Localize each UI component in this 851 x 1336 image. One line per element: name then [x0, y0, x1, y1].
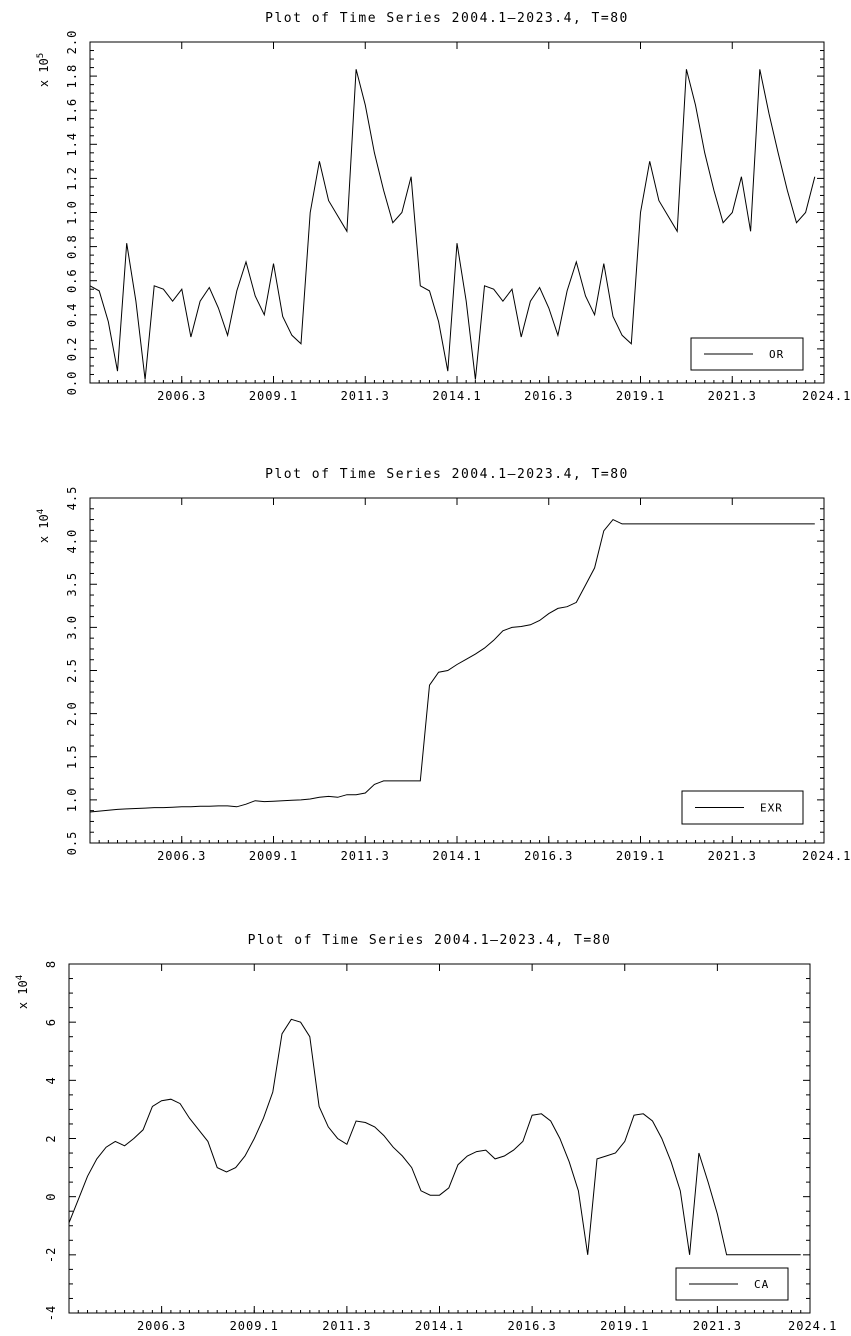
legend: OR: [690, 337, 804, 371]
y-tick-label: -4: [44, 1305, 58, 1321]
x-tick-label: 2021.3: [693, 1319, 742, 1333]
y-tick-label: 0: [44, 1193, 58, 1201]
x-tick-label: 2006.3: [157, 389, 206, 403]
y-tick-label: 2.0: [65, 701, 79, 726]
x-tick-label: 2009.1: [249, 849, 298, 863]
legend-label: EXR: [760, 802, 783, 815]
y-multiplier-base: x 10: [37, 514, 51, 543]
y-multiplier-exponent: 4: [15, 975, 25, 980]
series-line-or: [89, 69, 816, 380]
y-tick-label: 1.0: [65, 200, 79, 225]
x-tick-label: 2011.3: [322, 1319, 371, 1333]
x-tick-label: 2006.3: [137, 1319, 186, 1333]
or-chart-panel: Plot of Time Series 2004.1—2023.4, T=80 0…: [36, 11, 851, 403]
plot-frame: [89, 41, 825, 384]
x-tick-label: 2006.3: [157, 849, 206, 863]
y-multiplier-base: x 10: [16, 980, 30, 1009]
y-tick-label: 4: [44, 1076, 58, 1084]
x-tick-label: 2024.1: [802, 849, 851, 863]
x-tick-label: 2009.1: [249, 389, 298, 403]
y-tick-label: 1.6: [65, 98, 79, 123]
y-tick-label: -2: [44, 1247, 58, 1263]
y-multiplier-label: x 105: [36, 53, 51, 87]
legend-label: CA: [754, 1278, 769, 1291]
exr-chart-panel: Plot of Time Series 2004.1—2023.4, T=80 0…: [36, 467, 851, 863]
ca-chart-panel: Plot of Time Series 2004.1—2023.4, T=80 -…: [15, 933, 837, 1333]
y-multiplier-base: x 10: [37, 58, 51, 87]
x-tick-label: 2021.3: [708, 389, 757, 403]
y-tick-label: 0.4: [65, 302, 79, 327]
y-tick-label: 4.0: [65, 529, 79, 554]
y-tick-label: 2: [44, 1134, 58, 1142]
y-tick-label: 1.8: [65, 64, 79, 89]
legend-label: OR: [769, 348, 784, 361]
x-tick-label: 2011.3: [341, 389, 390, 403]
y-tick-label: 6: [44, 1018, 58, 1026]
x-tick-label: 2016.3: [507, 1319, 556, 1333]
x-tick-label: 2019.1: [616, 849, 665, 863]
chart-title: Plot of Time Series 2004.1—2023.4, T=80: [265, 11, 629, 26]
y-tick-label: 1.2: [65, 166, 79, 191]
chart-title: Plot of Time Series 2004.1—2023.4, T=80: [248, 933, 612, 948]
y-tick-label: 3.5: [65, 572, 79, 597]
series-line-ca: [68, 1018, 801, 1256]
chart-title: Plot of Time Series 2004.1—2023.4, T=80: [265, 467, 629, 482]
y-tick-label: 0.0: [65, 371, 79, 396]
x-tick-label: 2016.3: [524, 849, 573, 863]
y-tick-label: 0.8: [65, 234, 79, 259]
y-multiplier-exponent: 5: [36, 53, 46, 58]
x-tick-label: 2024.1: [802, 389, 851, 403]
y-tick-label: 8: [44, 960, 58, 968]
y-multiplier-exponent: 4: [36, 509, 46, 514]
y-tick-label: 0.5: [65, 831, 79, 856]
x-tick-label: 2014.1: [432, 849, 481, 863]
x-tick-label: 2019.1: [600, 1319, 649, 1333]
x-tick-label: 2014.1: [415, 1319, 464, 1333]
y-tick-label: 1.5: [65, 744, 79, 769]
x-tick-label: 2019.1: [616, 389, 665, 403]
legend: CA: [675, 1267, 789, 1301]
x-tick-label: 2011.3: [341, 849, 390, 863]
y-tick-label: 2.5: [65, 658, 79, 683]
y-tick-label: 1.0: [65, 788, 79, 813]
x-tick-label: 2016.3: [524, 389, 573, 403]
series-line-exr: [89, 518, 815, 813]
x-tick-label: 2014.1: [432, 389, 481, 403]
y-tick-label: 3.0: [65, 615, 79, 640]
y-tick-label: 1.4: [65, 132, 79, 157]
x-tick-label: 2021.3: [708, 849, 757, 863]
y-tick-label: 4.5: [65, 486, 79, 511]
plot-frame: [68, 963, 811, 1314]
y-tick-label: 0.6: [65, 268, 79, 293]
x-tick-label: 2009.1: [230, 1319, 279, 1333]
y-multiplier-label: x 104: [15, 975, 30, 1009]
y-tick-label: 0.2: [65, 337, 79, 362]
x-tick-label: 2024.1: [788, 1319, 837, 1333]
legend: EXR: [681, 790, 804, 825]
y-multiplier-label: x 104: [36, 509, 51, 543]
y-tick-label: 2.0: [65, 30, 79, 55]
